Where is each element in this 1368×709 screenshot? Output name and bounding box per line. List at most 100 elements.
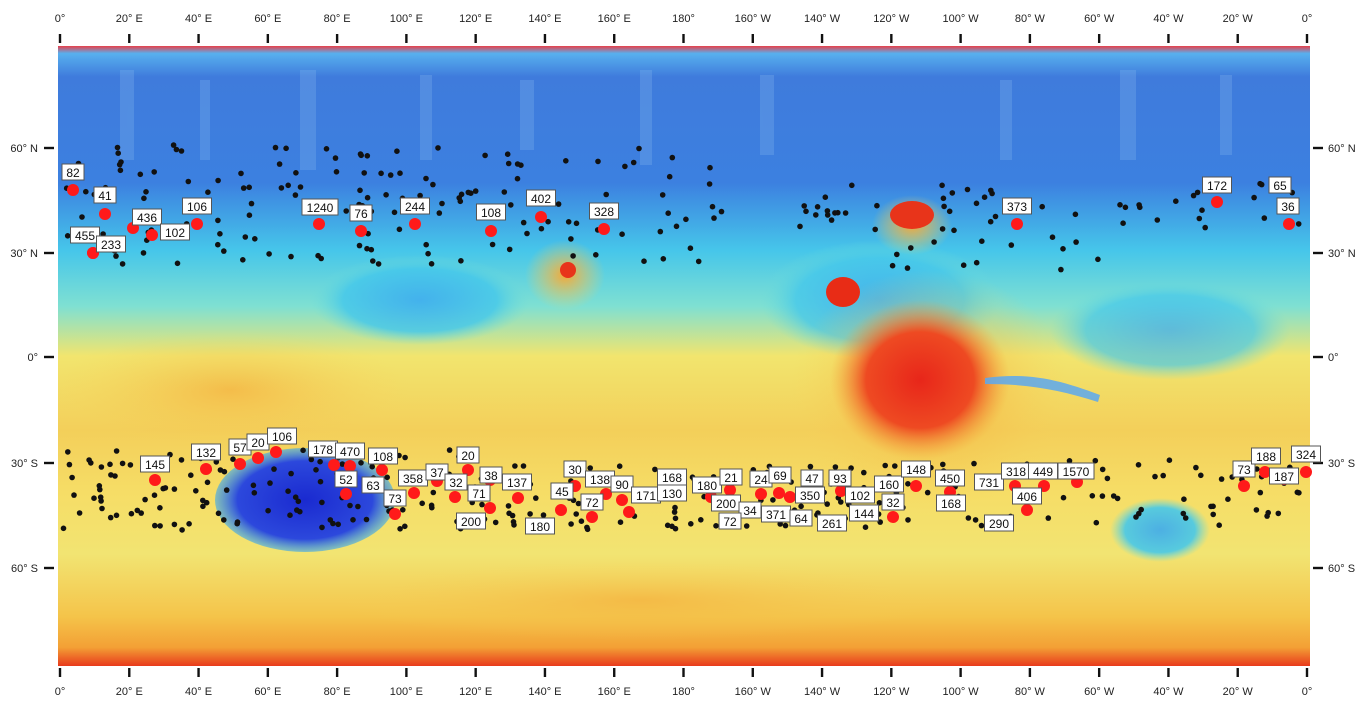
site-marker-black (939, 226, 946, 232)
site-marker-black (64, 233, 71, 239)
site-marker-black (978, 522, 985, 529)
site-marker-black (265, 507, 271, 514)
site-marker-red: 436 (127, 208, 162, 234)
site-marker-black (113, 448, 120, 454)
site-label-box (563, 460, 587, 478)
site-marker-black (1180, 510, 1187, 517)
site-marker-red: 450 (935, 469, 965, 498)
site-marker-black (364, 245, 370, 252)
site-marker-black (108, 472, 114, 478)
site-marker-black (832, 210, 838, 216)
site-marker-black (711, 215, 717, 221)
site-label: 145 (145, 458, 165, 472)
site-marker-black (285, 182, 292, 189)
site-marker-black (987, 218, 994, 225)
site-marker-black (801, 203, 807, 209)
site-marker-black (240, 185, 247, 191)
site-marker-black (1202, 224, 1208, 231)
site-marker-black (66, 461, 73, 468)
site-marker-black (100, 231, 106, 237)
top-axis-label: 160° W (735, 13, 772, 25)
site-label-box (1251, 447, 1281, 465)
site-label-box (984, 514, 1014, 532)
site-label-box (1002, 197, 1032, 215)
site-marker-black (378, 170, 384, 177)
site-marker-black (587, 465, 593, 471)
site-marker-black (174, 260, 181, 267)
site-label-box (719, 468, 743, 486)
site-marker-red-dot (1283, 218, 1295, 230)
site-marker-black (119, 460, 126, 467)
site-marker-black (215, 510, 222, 517)
site-marker-black (465, 189, 472, 196)
site-marker-black (173, 146, 180, 153)
site-label: 455 (75, 229, 95, 243)
site-marker-red: 144 (849, 504, 879, 522)
site-marker-red: 71 (467, 484, 496, 514)
bottom-axis-label: 0° (1302, 686, 1313, 698)
site-marker-black (695, 258, 702, 265)
site-marker-black (672, 504, 678, 511)
site-label: 449 (1033, 465, 1053, 479)
site-marker-red-dot (784, 491, 796, 503)
site-marker-black (688, 521, 694, 527)
site-label: 106 (187, 200, 207, 214)
site-marker-black (822, 194, 829, 200)
site-marker-black (972, 517, 979, 523)
site-marker-black (1135, 462, 1142, 468)
site-marker-red: 731 (974, 473, 1004, 491)
site-marker-black (151, 492, 158, 499)
site-label-box (849, 504, 879, 522)
site-marker-black (683, 216, 689, 223)
site-marker-black (252, 236, 258, 242)
site-marker-black (1194, 189, 1201, 196)
site-marker-black (1253, 507, 1260, 513)
site-marker-black (981, 194, 988, 200)
site-marker-black (570, 253, 576, 259)
site-label-box (160, 223, 190, 241)
site-marker-black (706, 181, 713, 187)
site-marker-black (1058, 266, 1064, 273)
site-label-box (800, 469, 824, 487)
site-label-box (1012, 487, 1042, 505)
top-axis-label: 60° E (254, 13, 281, 25)
top-axis-label: 20° E (116, 13, 143, 25)
site-marker-red: 64 (789, 509, 813, 527)
site-marker-black (171, 486, 178, 492)
site-marker-black (713, 523, 719, 529)
site-label: 69 (773, 469, 787, 483)
bottom-axis-label: 40° E (185, 686, 212, 698)
site-marker-black (707, 164, 713, 171)
site-marker-black (221, 517, 227, 523)
site-marker-black (356, 242, 363, 249)
site-marker-black (357, 187, 363, 194)
site-marker-black (435, 145, 441, 151)
site-label: 63 (366, 479, 380, 493)
site-marker-black (397, 526, 403, 532)
site-marker-red: 470 (335, 442, 365, 472)
site-marker-red-dot (1238, 480, 1250, 492)
top-axis-label: 120° E (459, 13, 492, 25)
site-marker-black (1122, 204, 1129, 211)
site-marker-black (315, 252, 321, 259)
site-label-box (1202, 176, 1232, 194)
site-label: 108 (373, 450, 393, 464)
site-label: 102 (850, 489, 870, 503)
site-label: 731 (979, 476, 999, 490)
top-axis-label: 140° E (528, 13, 561, 25)
site-marker-black (1198, 472, 1204, 479)
site-marker-black (1210, 511, 1216, 518)
site-marker-red: 108 (476, 203, 506, 237)
site-label-box (301, 198, 339, 216)
site-marker-black (186, 521, 192, 527)
site-marker-black (617, 519, 624, 525)
site-marker-red-dot (887, 511, 899, 523)
site-marker-black (171, 521, 178, 528)
site-marker-black (285, 488, 291, 495)
site-marker-black (141, 195, 147, 202)
site-marker-red-dot (555, 504, 567, 516)
site-marker-black (317, 478, 324, 485)
site-label-box (789, 509, 813, 527)
site-label: 244 (405, 200, 425, 214)
site-marker-red-dot (835, 485, 847, 497)
